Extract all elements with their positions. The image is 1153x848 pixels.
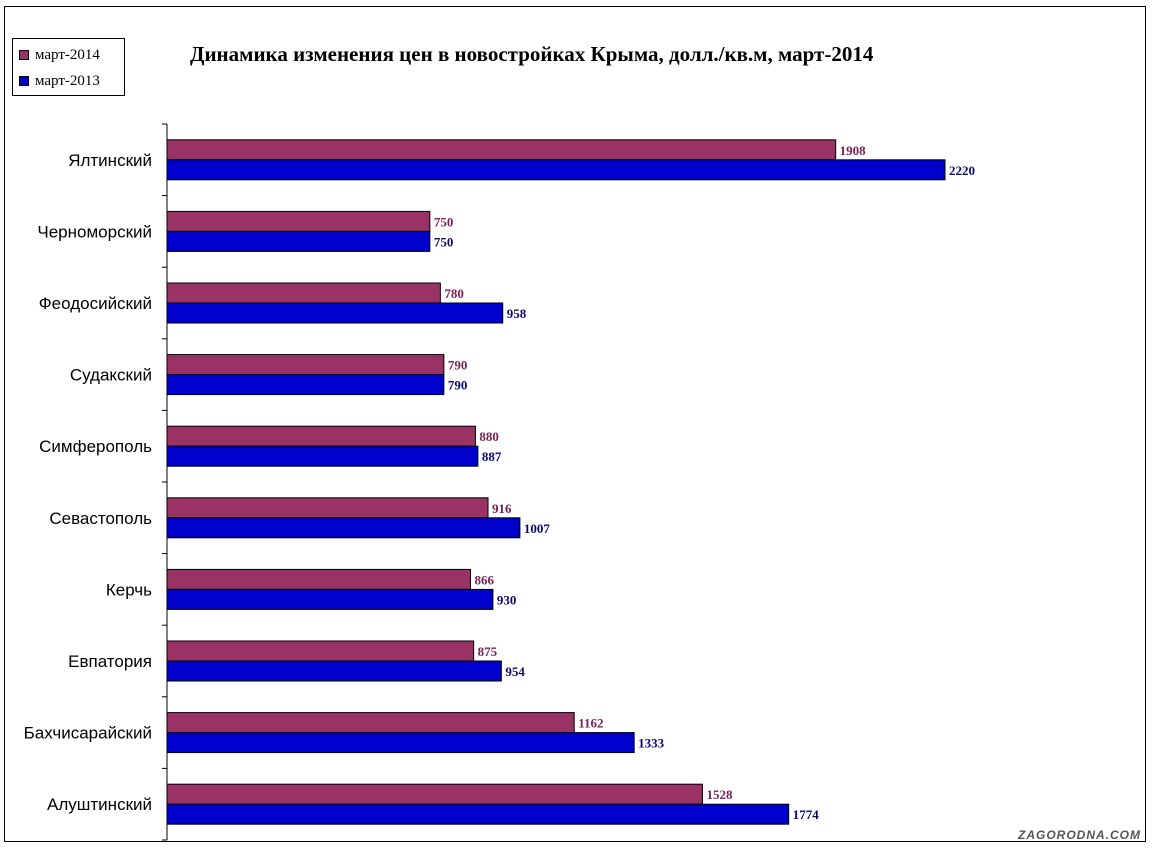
data-label-2014: 880	[479, 429, 499, 444]
bar-2013	[166, 374, 445, 396]
category-label: Евпатория	[68, 652, 152, 671]
legend-label-2013: март-2013	[35, 72, 100, 89]
data-label-2013: 958	[507, 306, 527, 321]
legend-swatch-2013	[19, 76, 29, 86]
data-label-2013: 887	[482, 449, 502, 464]
bar-2013	[166, 159, 946, 181]
watermark: ZAGORODNA.COM	[1018, 828, 1141, 842]
bar-2013	[166, 732, 635, 754]
legend-item-2014: март-2014	[19, 45, 100, 65]
legend-item-2013: март-2013	[19, 71, 100, 91]
category-label: Феодосийский	[39, 294, 152, 313]
bar-2014	[166, 712, 575, 734]
bar-2013	[166, 803, 790, 825]
data-label-2013: 930	[497, 592, 517, 607]
data-label-2013: 954	[505, 664, 525, 679]
category-label: Севастополь	[49, 509, 152, 528]
data-label-2014: 1908	[840, 143, 867, 158]
category-label: Бахчисарайский	[24, 724, 152, 743]
data-label-2013: 1333	[638, 736, 665, 751]
data-label-2013: 1007	[524, 521, 551, 536]
data-label-2014: 780	[444, 286, 464, 301]
data-label-2014: 866	[474, 572, 494, 587]
category-label: Алуштинский	[47, 795, 152, 814]
bar-2014	[166, 425, 476, 447]
data-label-2014: 875	[478, 644, 498, 659]
bar-2014	[166, 640, 475, 662]
chart-frame	[4, 6, 1146, 842]
data-label-2014: 790	[448, 358, 468, 373]
bar-2013	[166, 230, 431, 252]
bar-2013	[166, 588, 494, 610]
legend-swatch-2014	[19, 50, 29, 60]
category-label: Симферополь	[39, 437, 152, 456]
legend-label-2014: март-2014	[35, 46, 100, 63]
category-label: Судакский	[70, 366, 152, 385]
data-label-2013: 790	[448, 378, 468, 393]
category-label: Ялтинский	[68, 151, 152, 170]
bar-2014	[166, 282, 441, 304]
data-label-2014: 1528	[706, 787, 733, 802]
data-label-2013: 1774	[793, 807, 820, 822]
data-label-2013: 750	[434, 234, 454, 249]
bar-2014	[166, 497, 489, 519]
data-label-2014: 916	[492, 501, 512, 516]
bar-2013	[166, 660, 502, 682]
bar-2014	[166, 139, 837, 161]
bar-2013	[166, 517, 521, 539]
bar-2014	[166, 783, 703, 805]
category-label: Керчь	[106, 580, 152, 599]
bar-2014	[166, 568, 471, 590]
legend: март-2014 март-2013	[12, 38, 125, 96]
category-label: Черноморский	[37, 222, 152, 241]
data-label-2014: 750	[434, 214, 454, 229]
data-label-2013: 2220	[949, 163, 975, 178]
chart-title: Динамика изменения цен в новостройках Кр…	[190, 42, 874, 66]
data-label-2014: 1162	[578, 716, 603, 731]
bar-2013	[166, 445, 479, 467]
bar-2014	[166, 354, 445, 376]
bar-2014	[166, 210, 431, 232]
bar-2013	[166, 302, 504, 324]
